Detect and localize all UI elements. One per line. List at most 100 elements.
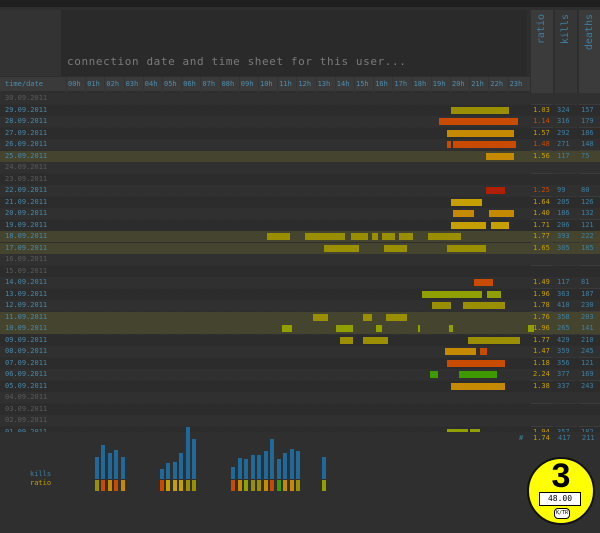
date-row[interactable]: 19.09.2011 1.71 206 121 [0,219,600,231]
mini-kills-bar [185,427,190,479]
date-label: 17.09.2011 [5,243,48,252]
hour-header-18: 18h [413,80,427,88]
mini-kills-bar [237,458,242,479]
date-row[interactable]: 02.09.2011 [0,415,600,426]
date-label: 24.09.2011 [5,163,48,171]
stat-ratio: 1.64 [533,197,550,206]
mini-kills-bar [159,469,164,479]
session-bar [468,336,521,344]
mini-kills-bar [94,457,99,479]
date-label: 30.09.2011 [5,94,48,102]
stat-ratio: 1.38 [533,381,550,390]
date-row[interactable]: 13.09.2011 1.96 363 187 [0,288,600,300]
date-row[interactable]: 08.09.2011 1.47 359 245 [0,346,600,357]
date-row[interactable]: 26.09.2011 1.48 271 148 [0,139,600,150]
date-row[interactable]: 04.09.2011 [0,392,600,403]
date-row[interactable]: 22.09.2011 1.25 99 80 [0,185,600,196]
date-row[interactable]: 03.09.2011 [0,403,600,415]
stat-ratio: 1.40 [533,209,550,217]
mini-ratio-bar [172,480,177,491]
date-row[interactable]: 10.09.2011 1.96 265 141 [0,323,600,334]
mini-kills-bar [244,459,248,479]
date-label: 03.09.2011 [5,404,48,413]
date-row[interactable]: 06.09.2011 2.24 377 169 [0,369,600,380]
stat-ratio: 1.56 [533,151,550,160]
mini-kills-bar [114,450,118,479]
rank-unit: K/TR [554,508,570,519]
hour-header-7: 07h [202,80,216,88]
date-row[interactable]: 11.09.2011 1.76 358 203 [0,311,600,323]
mini-ratio-bar [185,480,190,491]
mini-kills-bar [120,457,125,479]
mini-kills-bar [231,467,235,479]
stat-kills: 117 [557,278,570,286]
date-row[interactable]: 16.09.2011 [0,254,600,265]
date-row[interactable]: 27.09.2011 1.57 292 186 [0,127,600,139]
session-bar [449,325,453,332]
rank-value: 48.00 [539,492,581,506]
stat-kills: 324 [557,105,570,114]
hour-header-20: 20h [452,80,465,88]
session-bar [305,233,346,240]
stat-deaths: 80 [581,186,590,194]
date-row[interactable]: 24.09.2011 [0,162,600,173]
stat-ratio: 1.77 [533,232,550,240]
session-bar [479,348,488,355]
mini-ratio-bar [107,480,112,491]
date-label: 05.09.2011 [5,381,48,390]
legend-kills: kills [30,470,52,478]
hour-header-12: 12h [298,80,312,88]
date-row[interactable]: 25.09.2011 1.56 117 75 [0,150,600,162]
date-label: 08.09.2011 [5,347,48,355]
date-row[interactable]: 23.09.2011 [0,173,600,185]
date-row[interactable]: 18.09.2011 1.77 393 222 [0,231,600,242]
mini-ratio-bar [270,480,274,491]
date-row[interactable]: 07.09.2011 1.18 356 121 [0,357,600,369]
session-bar [383,244,407,252]
stat-deaths: 132 [581,209,594,217]
session-bar [362,336,388,344]
stat-kills: 206 [557,220,570,229]
mini-ratio-bar [166,480,170,491]
date-row[interactable]: 17.09.2011 1.65 305 185 [0,242,600,254]
date-row[interactable]: 12.09.2011 1.78 410 230 [0,300,600,311]
date-row[interactable]: 20.09.2011 1.40 186 132 [0,208,600,219]
hour-header-21: 21h [471,80,484,88]
stat-ratio: 1.96 [533,324,550,332]
session-bar [372,233,379,240]
totals-ratio: 1.74 [533,434,550,442]
date-row[interactable]: 14.09.2011 1.49 117 81 [0,277,600,288]
mini-kills-bar [101,445,105,479]
hour-header-10: 10h [260,80,273,88]
mini-kills-bar [257,455,261,479]
session-bar [527,325,534,332]
date-row[interactable]: 21.09.2011 1.64 205 126 [0,196,600,208]
session-bar [489,210,515,217]
stat-deaths: 182 [581,428,594,436]
date-label: 09.09.2011 [5,335,48,344]
stat-ratio: 1.25 [533,186,550,194]
stat-ratio: 1.76 [533,312,550,321]
stat-header-ratio: ratio [536,14,547,45]
hour-header-17: 17h [394,80,408,88]
date-label: 18.09.2011 [5,232,48,240]
stat-ratio: 1.49 [533,278,550,286]
stat-ratio: 1.94 [533,428,550,436]
stat-kills: 429 [557,335,570,344]
date-row[interactable]: 05.09.2011 1.38 337 243 [0,380,600,392]
stat-header-deaths: deaths [584,14,595,51]
stat-deaths: 230 [581,301,594,309]
session-bar [447,141,451,148]
session-bar [427,233,461,240]
date-row[interactable]: 29.09.2011 1.03 324 157 [0,104,600,116]
date-row[interactable]: 30.09.2011 [0,93,600,104]
stat-kills: 265 [557,324,570,332]
mini-ratio-bar [101,480,105,491]
date-row[interactable]: 15.09.2011 [0,265,600,277]
mini-ratio-bar [159,480,164,491]
date-row[interactable]: 28.09.2011 1.14 316 179 [0,116,600,127]
rank-badge[interactable]: 3 48.00 K/TR [527,457,595,525]
mini-kills-bar [250,455,255,479]
hour-header-13: 13h [317,80,331,88]
date-row[interactable]: 09.09.2011 1.77 429 210 [0,334,600,346]
